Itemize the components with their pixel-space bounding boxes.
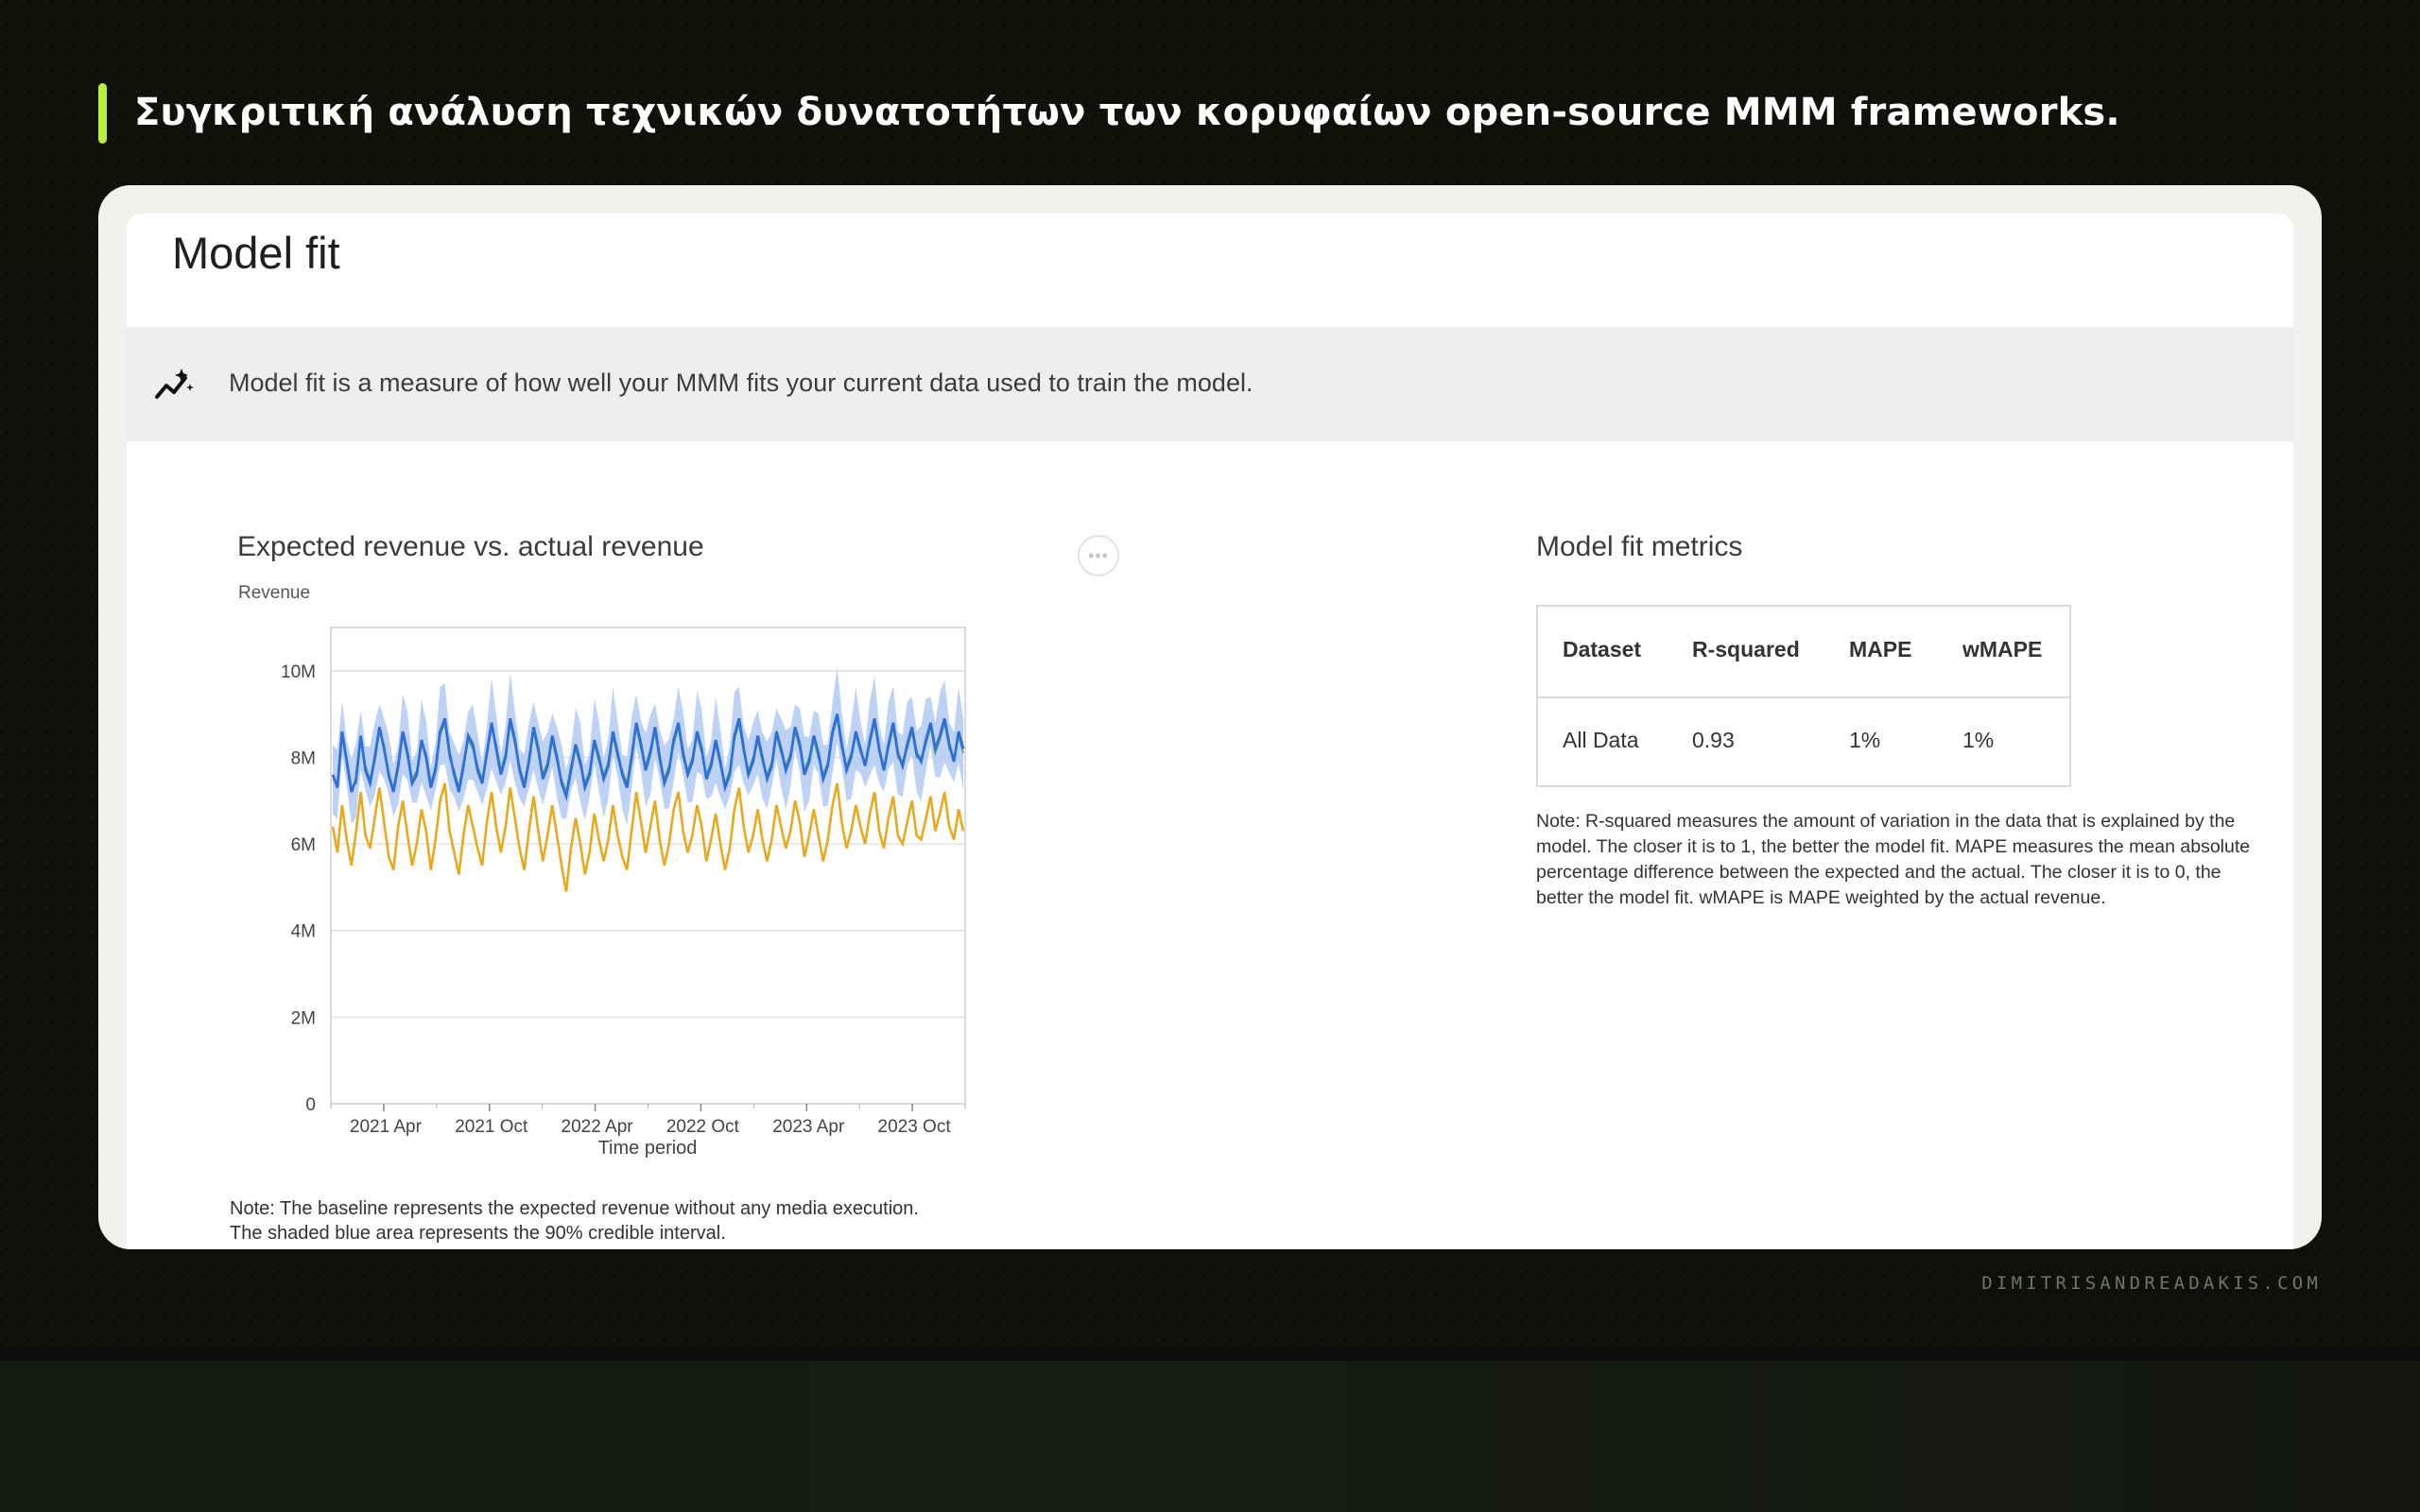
info-banner: Model fit is a measure of how well your … [127, 327, 2293, 441]
x-axis-label: Time period [598, 1138, 698, 1159]
metrics-table: Dataset R-squared MAPE wMAPE All Data 0.… [1536, 605, 2071, 787]
x-tick-label: 2022 Oct [666, 1117, 740, 1137]
trend-sparkle-icon [155, 369, 194, 399]
x-tick-label: 2021 Oct [455, 1117, 528, 1137]
metrics-title: Model fit metrics [1536, 531, 1743, 562]
chart-title: Expected revenue vs. actual revenue [237, 531, 704, 562]
model-fit-panel: Model fit Model fit is a measure of how … [127, 214, 2293, 1249]
metrics-header-row: Dataset R-squared MAPE wMAPE [1538, 607, 2069, 698]
y-tick-label: 0 [305, 1095, 316, 1115]
cell-wmape: 1% [1962, 728, 1995, 752]
col-wmape: wMAPE [1962, 637, 2043, 662]
info-banner-text: Model fit is a measure of how well your … [229, 369, 1253, 397]
revenue-chart: Revenue 0 2M 4M 6M 8M 10M 2021 Apr 2021 Oct 202… [238, 583, 966, 1159]
credible-interval-band [333, 667, 963, 826]
y-tick-label: 8M [291, 748, 316, 768]
slide-title-text: Συγκριτική ανάλυση τεχνικών δυνατοτήτων … [134, 91, 2120, 134]
plot-frame [330, 627, 966, 1105]
slide-title: Συγκριτική ανάλυση τεχνικών δυνατοτήτων … [98, 77, 2120, 147]
y-tick-label: 4M [291, 922, 316, 942]
x-tick-label: 2022 Apr [562, 1117, 634, 1137]
x-tick-label: 2023 Oct [878, 1117, 952, 1137]
panel-title: Model fit [172, 228, 340, 278]
chart-note-line-1: Note: The baseline represents the expect… [230, 1198, 919, 1219]
col-r-squared: R-squared [1692, 637, 1800, 662]
x-tick-label: 2023 Apr [772, 1117, 845, 1137]
cell-mape: 1% [1849, 728, 1881, 752]
col-dataset: Dataset [1563, 637, 1642, 662]
series-line-expected [331, 713, 965, 802]
y-axis-label: Revenue [238, 583, 310, 603]
x-tick-label: 2021 Apr [350, 1117, 423, 1137]
metrics-note: Note: R-squared measures the amount of v… [1536, 811, 2251, 908]
title-accent-bar [98, 83, 107, 144]
series-line-baseline [331, 782, 965, 892]
y-tick-label: 2M [291, 1008, 316, 1028]
y-tick-label: 10M [281, 662, 316, 682]
table-row: All Data 0.93 1% 1% [1538, 697, 2069, 787]
cell-dataset: All Data [1563, 728, 1639, 752]
col-mape: MAPE [1849, 637, 1912, 662]
cell-r-squared: 0.93 [1692, 728, 1735, 752]
chart-note-line-2: The shaded blue area represents the 90% … [230, 1223, 726, 1244]
chart-more-button[interactable]: ••• [1078, 535, 1119, 576]
bottom-band [0, 1361, 2420, 1512]
screenshot-card: Model fit Model fit is a measure of how … [98, 185, 2322, 1249]
footer-brand: DIMITRISANDREADAKIS.COM [1981, 1273, 2322, 1294]
chart-note: Note: The baseline represents the expect… [230, 1196, 919, 1246]
more-horizontal-icon: ••• [1088, 545, 1109, 565]
y-tick-label: 6M [291, 835, 316, 855]
